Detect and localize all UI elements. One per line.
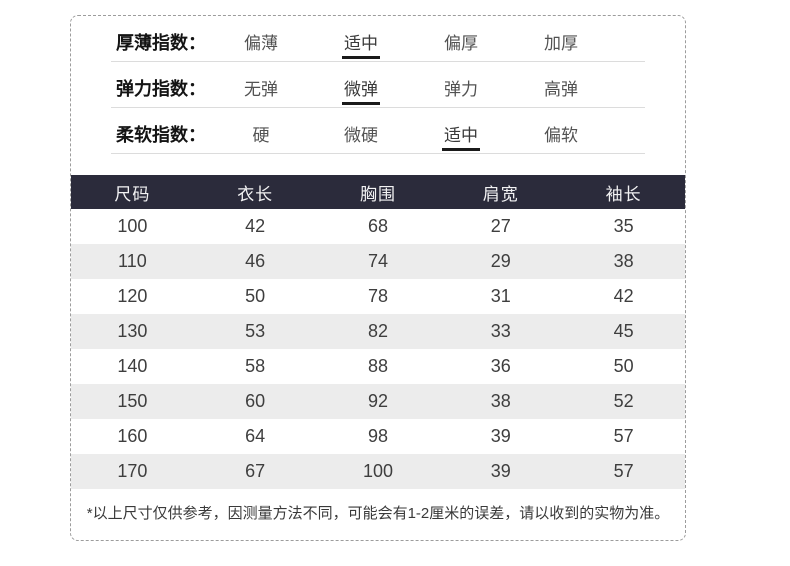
spec-option: 偏软	[544, 126, 578, 145]
size-cell: 100	[117, 216, 148, 236]
size-cell: 120	[117, 286, 148, 306]
size-cell: 74	[367, 251, 388, 271]
spec-options-thickness: 偏薄 适中 偏厚 加厚	[211, 35, 611, 52]
size-cell: 82	[367, 321, 388, 341]
size-cell: 57	[613, 426, 634, 446]
spec-option: 高弹	[544, 80, 578, 99]
size-chart-panel: 厚薄指数： 偏薄 适中 偏厚 加厚 弹力指数： 无弹 微弹 弹力 高弹 柔软指数…	[70, 15, 686, 541]
spec-label-softness: 柔软指数：	[116, 125, 206, 145]
spec-row-thickness: 厚薄指数： 偏薄 适中 偏厚 加厚	[111, 16, 645, 62]
size-cell: 98	[367, 426, 388, 446]
spec-option: 微弹	[311, 81, 411, 98]
column-header: 肩宽	[439, 175, 563, 209]
size-cell: 45	[613, 321, 634, 341]
size-cell: 57	[613, 461, 634, 481]
table-row: 150 60 92 38 52	[71, 384, 685, 419]
size-cell: 67	[245, 461, 266, 481]
size-table: 尺码 衣长 胸围 肩宽 袖长 100 42 68 27 35 110 46 74…	[71, 175, 685, 489]
spec-row-softness: 柔软指数： 硬 微硬 适中 偏软	[111, 108, 645, 154]
spec-section: 厚薄指数： 偏薄 适中 偏厚 加厚 弹力指数： 无弹 微弹 弹力 高弹 柔软指数…	[71, 16, 685, 154]
spec-label-elasticity: 弹力指数：	[116, 79, 206, 99]
spec-options-softness: 硬 微硬 适中 偏软	[211, 127, 611, 144]
header-row: 尺码 衣长 胸围 肩宽 袖长	[71, 175, 685, 209]
size-cell: 39	[490, 426, 511, 446]
size-cell: 36	[490, 356, 511, 376]
spec-option: 加厚	[544, 34, 578, 53]
size-cell: 68	[367, 216, 388, 236]
size-cell: 50	[613, 356, 634, 376]
size-cell: 31	[490, 286, 511, 306]
spec-option: 偏厚	[444, 34, 478, 53]
size-cell: 33	[490, 321, 511, 341]
column-header: 尺码	[71, 175, 194, 209]
spec-option: 偏薄	[244, 34, 278, 53]
size-cell: 150	[117, 391, 148, 411]
size-cell: 64	[245, 426, 266, 446]
size-cell: 39	[490, 461, 511, 481]
spec-options-elasticity: 无弹 微弹 弹力 高弹	[211, 81, 611, 98]
size-cell: 140	[117, 356, 148, 376]
size-cell: 78	[367, 286, 388, 306]
size-cell: 42	[613, 286, 634, 306]
size-cell: 160	[117, 426, 148, 446]
size-cell: 27	[490, 216, 511, 236]
table-row: 120 50 78 31 42	[71, 279, 685, 314]
spec-option: 适中	[411, 127, 511, 144]
size-cell: 35	[613, 216, 634, 236]
size-cell: 60	[245, 391, 266, 411]
table-row: 100 42 68 27 35	[71, 209, 685, 244]
spec-option: 无弹	[244, 80, 278, 99]
size-cell: 50	[245, 286, 266, 306]
spec-option: 微硬	[344, 126, 378, 145]
size-cell: 29	[490, 251, 511, 271]
spec-option: 弹力	[444, 80, 478, 99]
table-row: 140 58 88 36 50	[71, 349, 685, 384]
size-cell: 88	[367, 356, 388, 376]
size-cell: 38	[490, 391, 511, 411]
spec-row-elasticity: 弹力指数： 无弹 微弹 弹力 高弹	[111, 62, 645, 108]
size-cell: 130	[117, 321, 148, 341]
table-row: 170 67 100 39 57	[71, 454, 685, 489]
size-cell: 58	[245, 356, 266, 376]
spec-option: 适中	[311, 35, 411, 52]
size-cell: 42	[245, 216, 266, 236]
size-cell: 92	[367, 391, 388, 411]
spec-label-thickness: 厚薄指数：	[116, 33, 206, 53]
column-header: 衣长	[193, 175, 317, 209]
size-cell: 46	[245, 251, 266, 271]
size-cell: 170	[117, 461, 148, 481]
size-cell: 110	[118, 251, 147, 271]
spec-option: 硬	[252, 126, 270, 145]
size-table-head: 尺码 衣长 胸围 肩宽 袖长	[71, 175, 685, 209]
size-cell: 100	[362, 461, 394, 481]
column-header: 袖长	[562, 175, 685, 209]
table-row: 160 64 98 39 57	[71, 419, 685, 454]
column-header: 胸围	[316, 175, 440, 209]
size-cell: 38	[613, 251, 634, 271]
size-cell: 53	[245, 321, 266, 341]
size-table-body: 100 42 68 27 35 110 46 74 29 38 120 50 7…	[71, 209, 685, 489]
size-cell: 52	[613, 391, 634, 411]
table-row: 130 53 82 33 45	[71, 314, 685, 349]
table-row: 110 46 74 29 38	[71, 244, 685, 279]
footnote: *以上尺寸仅供参考，因测量方法不同，可能会有1-2厘米的误差，请以收到的实物为准…	[86, 505, 670, 522]
